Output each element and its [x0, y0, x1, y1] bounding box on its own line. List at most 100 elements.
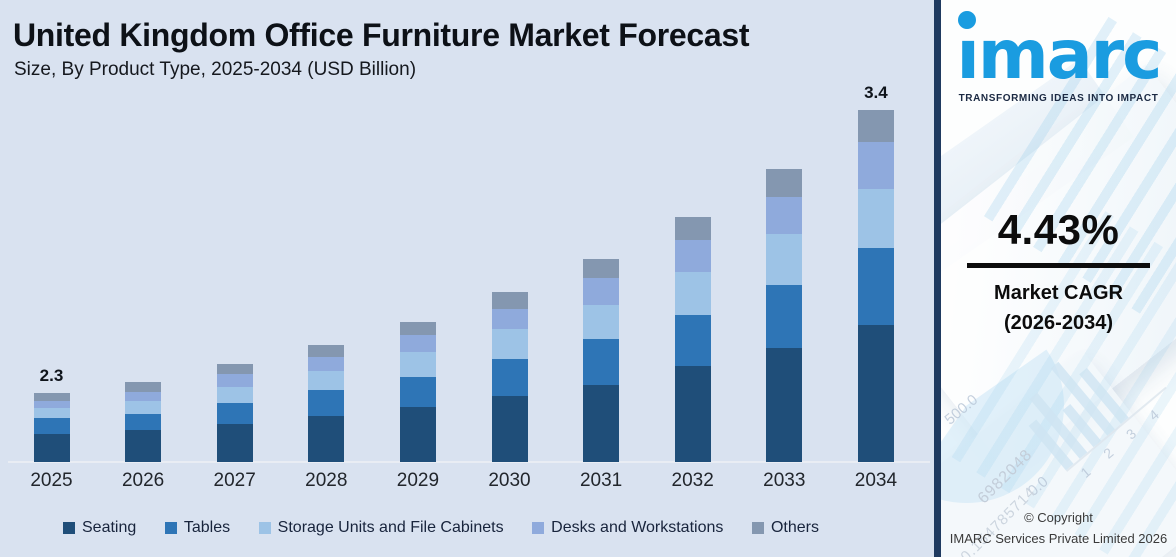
bar-segment-seating-2026 [125, 430, 162, 462]
bar-segment-storage-units-and-file-cabinets-2032 [674, 272, 711, 315]
chart-legend: Seating Tables Storage Units and File Cabi… [63, 519, 819, 537]
x-axis-label-2033: 2033 [763, 470, 806, 491]
bar-segment-desks-and-workstations-2031 [583, 278, 620, 305]
x-axis-label-2034: 2034 [854, 470, 898, 491]
bar-segment-storage-units-and-file-cabinets-2027 [216, 387, 253, 403]
bar-segment-others-2033 [766, 169, 803, 197]
bar-segment-others-2027 [216, 364, 253, 374]
chart-subtitle: Size, By Product Type, 2025-2034 (USD Bi… [14, 59, 417, 80]
imarc-logo-wordmark: ımarc [957, 11, 1162, 90]
legend-item-seating: Seating [63, 519, 136, 537]
decor-watermark-0: 0.0 [1024, 473, 1052, 500]
legend-swatch-seating [63, 522, 75, 534]
x-axis-label-2032: 2032 [671, 470, 714, 491]
decor-mini-bar [1062, 403, 1102, 448]
bar-segment-others-2030 [491, 292, 528, 309]
bar-segment-seating-2027 [216, 424, 253, 462]
bar-segment-tables-2031 [583, 339, 620, 385]
copyright-notice: © Copyright IMARC Services Private Limit… [941, 508, 1176, 550]
bar-segment-storage-units-and-file-cabinets-2034 [857, 189, 894, 248]
bar-segment-desks-and-workstations-2029 [399, 335, 436, 352]
panel-divider [934, 0, 941, 557]
bar-segment-others-2025 [33, 393, 70, 401]
bar-segment-seating-2029 [399, 407, 436, 462]
bar-segment-tables-2033 [766, 285, 803, 348]
x-axis-label-2031: 2031 [579, 470, 623, 491]
imarc-logo: ımarc TRANSFORMING IDEAS INTO IMPACT [941, 11, 1176, 104]
bar-2025: 2.3 [33, 366, 70, 462]
bar-segment-seating-2031 [583, 385, 620, 462]
legend-item-desks-and-workstations: Desks and Workstations [532, 519, 723, 537]
legend-label-others: Others [770, 519, 819, 536]
legend-swatch-desks-and-workstations [532, 522, 545, 534]
bar-segment-desks-and-workstations-2033 [766, 197, 803, 234]
legend-label-tables: Tables [183, 519, 231, 536]
x-axis-label-2027: 2027 [213, 470, 256, 491]
bar-segment-seating-2034 [857, 325, 894, 462]
bar-2028 [308, 345, 345, 462]
decor-watermark-number: 6982048 [974, 446, 1036, 508]
stacked-bar-plot: 2.3 3.4 [8, 83, 930, 463]
bar-segment-seating-2025 [33, 434, 70, 462]
brand-panel: 500.0 0.0 1 2 3 4 6982048 0.154785714 ım… [941, 0, 1176, 557]
bar-segment-storage-units-and-file-cabinets-2028 [308, 371, 345, 390]
chart-title: United Kingdom Office Furniture Market F… [13, 17, 750, 53]
copyright-line2: IMARC Services Private Limited 2026 [949, 530, 1168, 546]
cagr-callout: 4.43% Market CAGR (2026-2034) [941, 206, 1176, 335]
bar-segment-storage-units-and-file-cabinets-2025 [33, 408, 70, 418]
cagr-label: Market CAGR [994, 282, 1123, 304]
legend-item-storage-units-and-file-cabinets: Storage Units and File Cabinets [258, 519, 504, 537]
cagr-period: (2026-2034) [1004, 312, 1113, 334]
legend-swatch-tables [164, 522, 177, 534]
bar-segment-storage-units-and-file-cabinets-2029 [399, 352, 436, 377]
bar-2026 [125, 382, 162, 462]
copyright-line1: © Copyright [1024, 510, 1093, 525]
bar-2032 [674, 217, 711, 462]
bar-2034: 3.4 [857, 83, 894, 462]
bar-segment-desks-and-workstations-2030 [491, 309, 528, 329]
x-axis-label-2030: 2030 [488, 470, 531, 491]
bar-segment-others-2029 [399, 322, 436, 335]
bar-2027 [216, 364, 253, 462]
bar-segment-desks-and-workstations-2027 [216, 374, 253, 387]
bar-segment-desks-and-workstations-2034 [857, 142, 894, 189]
bar-segment-tables-2030 [491, 359, 528, 396]
chart-area: United Kingdom Office Furniture Market F… [8, 17, 930, 537]
bar-segment-seating-2030 [491, 396, 528, 462]
bar-segment-others-2032 [674, 217, 711, 240]
bar-segment-tables-2025 [33, 418, 70, 434]
legend-label-desks-and-workstations: Desks and Workstations [551, 519, 724, 536]
cagr-underline [967, 263, 1150, 268]
bar-segment-seating-2032 [674, 366, 711, 462]
bar-value-label-2034: 3.4 [864, 83, 888, 102]
bar-segment-seating-2033 [766, 348, 803, 462]
bar-segment-desks-and-workstations-2026 [125, 392, 162, 401]
bar-segment-tables-2028 [308, 390, 345, 416]
decor-watermark-500: 500.0 [941, 391, 982, 429]
legend-swatch-storage-units-and-file-cabinets [258, 522, 271, 534]
x-axis-line [8, 461, 930, 463]
legend-label-storage-units-and-file-cabinets: Storage Units and File Cabinets [277, 519, 504, 536]
bar-segment-tables-2026 [125, 414, 162, 430]
bar-segment-tables-2029 [399, 377, 436, 407]
bar-2029 [399, 322, 436, 462]
bar-segment-tables-2027 [216, 403, 253, 424]
bar-segment-desks-and-workstations-2025 [33, 401, 70, 408]
bar-2031 [583, 259, 620, 462]
x-axis-label-2026: 2026 [121, 470, 165, 491]
decor-watermark-ticks: 1 2 3 4 [1077, 400, 1169, 481]
decor-mini-bar [1050, 361, 1115, 436]
decor-mini-bar [1079, 367, 1129, 425]
bar-segment-storage-units-and-file-cabinets-2031 [583, 305, 620, 339]
legend-swatch-others [751, 522, 764, 534]
bar-2030 [491, 292, 528, 462]
bar-segment-storage-units-and-file-cabinets-2030 [491, 329, 528, 359]
bar-segment-storage-units-and-file-cabinets-2026 [125, 401, 162, 414]
x-axis-label-2028: 2028 [305, 470, 348, 491]
decor-mini-bar [1028, 419, 1074, 471]
bar-segment-storage-units-and-file-cabinets-2033 [766, 234, 803, 285]
bar-segment-tables-2034 [857, 248, 894, 325]
cagr-value: 4.43% [997, 206, 1120, 253]
decor-pie-wedge [941, 337, 1064, 503]
